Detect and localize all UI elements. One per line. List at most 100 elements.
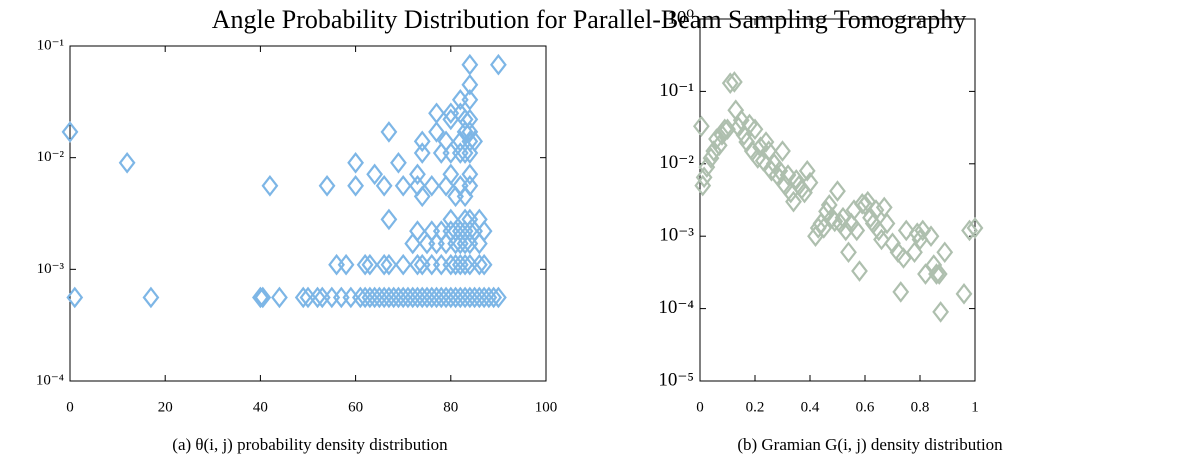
point (932, 301, 950, 323)
point (475, 286, 493, 309)
point (337, 253, 355, 276)
point (451, 88, 469, 111)
point (862, 206, 879, 229)
point (809, 217, 827, 239)
point (456, 286, 474, 309)
point (826, 210, 844, 233)
point (895, 247, 912, 269)
point (480, 286, 498, 309)
point (798, 160, 816, 182)
x-tick-label: 0.2 (746, 399, 765, 415)
point (356, 253, 374, 276)
point (925, 254, 943, 276)
x-tick-label: 20 (158, 399, 173, 415)
point (118, 151, 136, 174)
point (328, 253, 345, 276)
point (399, 286, 417, 309)
point (461, 130, 479, 153)
point (466, 286, 483, 309)
point (461, 163, 479, 186)
point (456, 142, 474, 164)
point (461, 88, 479, 111)
point (461, 142, 479, 164)
point (428, 121, 445, 143)
point (456, 253, 474, 276)
point (470, 253, 488, 276)
point (815, 217, 833, 239)
point (351, 286, 369, 309)
point (437, 232, 455, 255)
point (423, 174, 441, 197)
point (884, 232, 901, 255)
point (878, 212, 896, 235)
point (908, 222, 926, 244)
point (442, 208, 460, 231)
point (356, 286, 374, 309)
point (738, 131, 756, 153)
point (409, 253, 426, 276)
point (461, 220, 479, 242)
point (485, 286, 503, 309)
point (380, 253, 398, 276)
point (936, 241, 954, 264)
point (413, 253, 431, 276)
point (442, 163, 460, 186)
x-tick-label: 0.8 (911, 399, 930, 415)
point (409, 163, 426, 186)
point (442, 253, 460, 276)
point (466, 220, 483, 242)
point (716, 118, 734, 141)
point (928, 263, 945, 285)
x-tick-label: 40 (253, 399, 268, 415)
point (375, 253, 393, 276)
point (451, 253, 469, 276)
point (390, 286, 407, 309)
x-tick-label: 100 (535, 399, 558, 415)
point (829, 180, 846, 202)
point (837, 219, 855, 242)
point (380, 121, 398, 143)
point (456, 232, 474, 255)
point (66, 286, 84, 309)
point (451, 286, 469, 309)
point (470, 232, 488, 255)
point (294, 286, 312, 309)
point (375, 286, 393, 309)
point (705, 140, 723, 162)
point (456, 108, 474, 131)
point (447, 232, 464, 255)
point (380, 208, 398, 231)
point (966, 217, 984, 239)
point (771, 160, 789, 182)
point (914, 219, 932, 242)
point (922, 225, 940, 247)
point (475, 220, 493, 242)
point (413, 185, 431, 208)
point (142, 286, 160, 309)
point (442, 220, 460, 242)
point (456, 220, 474, 242)
point (461, 208, 479, 231)
point (774, 140, 791, 162)
point (423, 220, 441, 242)
point (347, 174, 364, 197)
point (955, 283, 973, 305)
point (418, 286, 436, 309)
point (451, 232, 469, 255)
y-tick-label: 10⁻² (659, 152, 694, 173)
point (721, 72, 739, 94)
point (428, 232, 445, 255)
point (708, 128, 725, 150)
point (442, 108, 460, 131)
point (451, 102, 469, 125)
point (432, 286, 450, 309)
plot-frame (699, 18, 976, 382)
point (447, 253, 464, 276)
x-tick-label: 0.6 (856, 399, 875, 415)
point (252, 286, 269, 309)
point (385, 286, 403, 309)
point (873, 228, 890, 251)
point (490, 53, 507, 76)
point (961, 219, 978, 242)
point (892, 281, 910, 303)
